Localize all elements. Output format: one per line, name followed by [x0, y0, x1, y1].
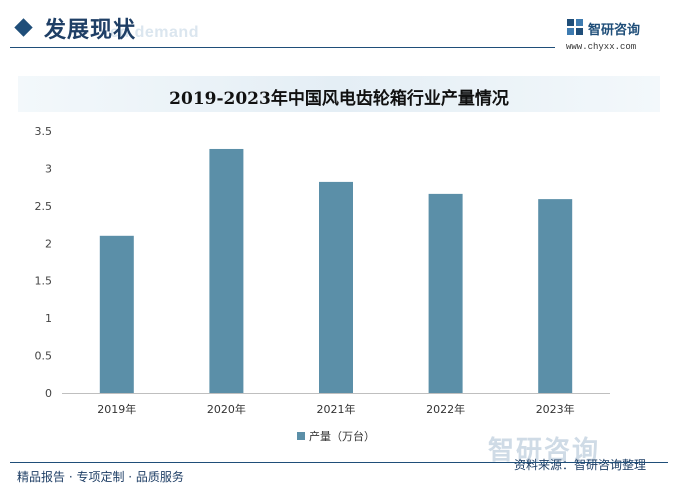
bar-5	[538, 199, 573, 393]
y-tick-label: 0.5	[35, 350, 53, 363]
y-tick-label: 1.5	[35, 275, 53, 288]
bar-1	[99, 235, 134, 393]
y-tick-label: 2	[45, 237, 52, 250]
y-tick-label: 2.5	[35, 200, 53, 213]
legend-label: 产量（万台）	[309, 429, 375, 443]
x-tick-label: 2020年	[207, 402, 246, 416]
section-watermark: ed demand	[110, 24, 199, 41]
legend-swatch	[297, 432, 305, 440]
footer-divider	[10, 462, 668, 463]
x-tick-label: 2019年	[97, 402, 136, 416]
y-tick-label: 3.5	[35, 125, 53, 138]
bar-4	[428, 193, 463, 393]
chart-title-band: 2019-2023年中国风电齿轮箱行业产量情况	[18, 76, 660, 112]
bar-2	[209, 148, 244, 393]
x-tick-label: 2022年	[426, 402, 465, 416]
y-tick-label: 3	[45, 162, 52, 175]
chart-title: 2019-2023年中国风电齿轮箱行业产量情况	[169, 89, 509, 109]
header-divider	[10, 47, 555, 48]
x-tick-label: 2023年	[536, 402, 575, 416]
section-title: 发展现状	[44, 18, 137, 43]
footer-watermark: 智研咨询	[488, 436, 601, 466]
footer-slogan: 精品报告 · 专项定制 · 品质服务	[17, 470, 184, 484]
brand-name: 智研咨询	[588, 23, 641, 38]
brand-url: www.chyxx.com	[566, 42, 637, 52]
bar-3	[319, 181, 353, 393]
y-tick-label: 0	[45, 387, 52, 400]
header: ed demand 发展现状 智研咨询 www.chyxx.com	[0, 0, 678, 60]
source-note: 资料来源：智研咨询整理	[514, 458, 647, 472]
x-tick-label: 2021年	[317, 402, 356, 416]
y-tick-label: 1	[45, 312, 52, 325]
brand-logo-icon	[567, 19, 583, 35]
